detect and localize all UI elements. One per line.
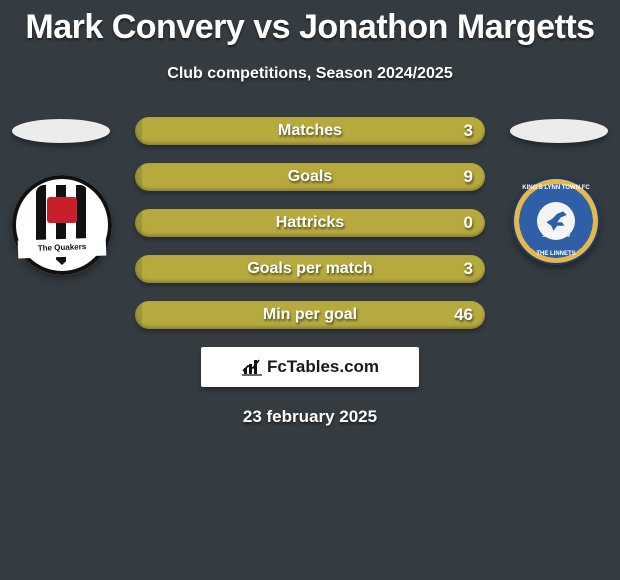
chart-icon bbox=[241, 357, 263, 377]
subtitle: Club competitions, Season 2024/2025 bbox=[0, 65, 620, 83]
stat-bar: Min per goal 46 bbox=[135, 301, 485, 329]
crest-right-since: SINCE 1879 bbox=[514, 233, 598, 239]
crest-left-accent bbox=[47, 197, 77, 223]
stat-bar: Hattricks 0 bbox=[135, 209, 485, 237]
brand-text: FcTables.com bbox=[267, 357, 379, 377]
stat-bars: Matches 3 Goals 9 Hattricks 0 Goals per … bbox=[135, 117, 485, 329]
club-badge-left: The Quakers bbox=[12, 175, 112, 275]
bar-value-right: 3 bbox=[464, 255, 473, 283]
comparison-area: The Quakers KING'S LYNN TOWN FC SINCE 18… bbox=[0, 117, 620, 427]
bird-icon bbox=[544, 209, 568, 233]
bar-value-right: 3 bbox=[464, 117, 473, 145]
stat-bar: Goals 9 bbox=[135, 163, 485, 191]
bar-value-right: 46 bbox=[454, 301, 473, 329]
crest-right-bottom-text: THE LINNETS bbox=[514, 251, 598, 257]
player-right-head bbox=[510, 119, 608, 143]
page-title: Mark Convery vs Jonathon Margetts bbox=[0, 0, 620, 47]
bar-label: Hattricks bbox=[135, 209, 485, 237]
brand-box[interactable]: FcTables.com bbox=[201, 347, 419, 387]
bar-label: Matches bbox=[135, 117, 485, 145]
crest-right-ring: KING'S LYNN TOWN FC SINCE 1879 THE LINNE… bbox=[512, 177, 600, 265]
bar-label: Min per goal bbox=[135, 301, 485, 329]
bar-value-right: 9 bbox=[464, 163, 473, 191]
stat-bar: Matches 3 bbox=[135, 117, 485, 145]
crest-right-top-text: KING'S LYNN TOWN FC bbox=[514, 185, 598, 191]
date-label: 23 february 2025 bbox=[0, 407, 620, 427]
bar-value-right: 0 bbox=[464, 209, 473, 237]
bar-label: Goals bbox=[135, 163, 485, 191]
stat-bar: Goals per match 3 bbox=[135, 255, 485, 283]
club-badge-right: KING'S LYNN TOWN FC SINCE 1879 THE LINNE… bbox=[512, 177, 600, 265]
crest-left-banner: The Quakers bbox=[18, 237, 107, 258]
bar-label: Goals per match bbox=[135, 255, 485, 283]
player-left-head bbox=[12, 119, 110, 143]
